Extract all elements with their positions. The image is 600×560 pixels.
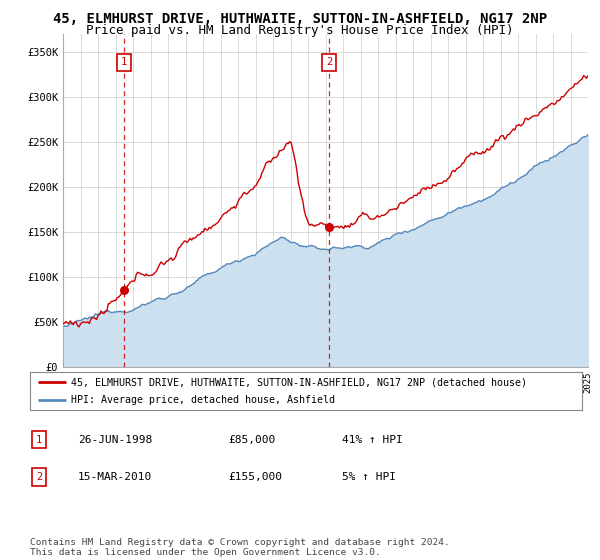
Text: £85,000: £85,000 <box>228 435 275 445</box>
Text: £155,000: £155,000 <box>228 472 282 482</box>
Text: 1: 1 <box>36 435 42 445</box>
Text: Contains HM Land Registry data © Crown copyright and database right 2024.
This d: Contains HM Land Registry data © Crown c… <box>30 538 450 557</box>
Text: 45, ELMHURST DRIVE, HUTHWAITE, SUTTON-IN-ASHFIELD, NG17 2NP (detached house): 45, ELMHURST DRIVE, HUTHWAITE, SUTTON-IN… <box>71 377 527 387</box>
Text: 2: 2 <box>36 472 42 482</box>
Text: HPI: Average price, detached house, Ashfield: HPI: Average price, detached house, Ashf… <box>71 395 335 405</box>
Text: 15-MAR-2010: 15-MAR-2010 <box>78 472 152 482</box>
Text: 2: 2 <box>326 58 332 67</box>
Text: 26-JUN-1998: 26-JUN-1998 <box>78 435 152 445</box>
Text: 41% ↑ HPI: 41% ↑ HPI <box>342 435 403 445</box>
Text: 45, ELMHURST DRIVE, HUTHWAITE, SUTTON-IN-ASHFIELD, NG17 2NP: 45, ELMHURST DRIVE, HUTHWAITE, SUTTON-IN… <box>53 12 547 26</box>
Text: 1: 1 <box>121 58 127 67</box>
Text: Price paid vs. HM Land Registry's House Price Index (HPI): Price paid vs. HM Land Registry's House … <box>86 24 514 36</box>
Text: 5% ↑ HPI: 5% ↑ HPI <box>342 472 396 482</box>
